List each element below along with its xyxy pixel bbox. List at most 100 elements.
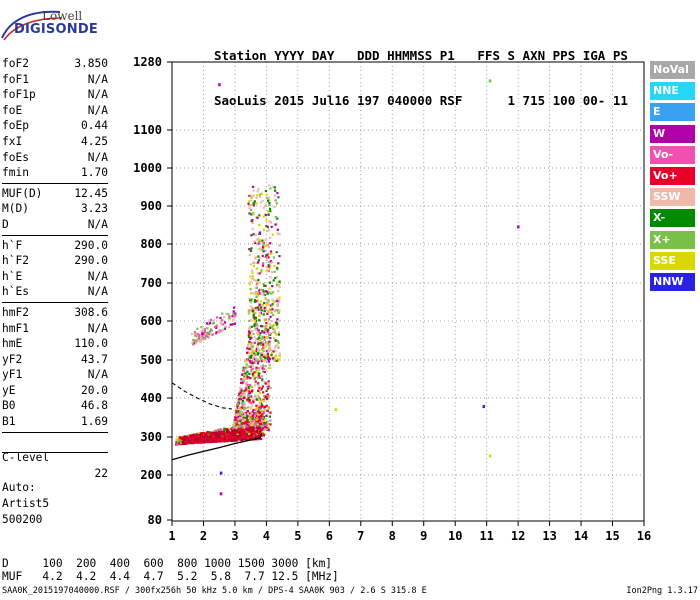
echo-point xyxy=(253,375,256,378)
echo-point xyxy=(265,428,268,431)
echo-point xyxy=(260,271,263,274)
echo-point xyxy=(278,319,281,322)
echo-point xyxy=(249,280,252,283)
echo-point xyxy=(264,290,268,293)
echo-point xyxy=(258,336,261,339)
echo-point xyxy=(264,365,267,368)
echo-point xyxy=(277,262,280,265)
echo-point xyxy=(237,405,240,408)
echo-point xyxy=(265,424,268,427)
echo-point xyxy=(256,427,260,431)
echo-point xyxy=(269,324,272,327)
echo-point xyxy=(212,435,215,438)
echo-point xyxy=(219,316,222,320)
echo-point xyxy=(265,265,268,268)
echo-point xyxy=(242,419,245,422)
param-row: yF2 43.7 xyxy=(2,352,108,368)
echo-point xyxy=(201,328,205,331)
echo-point xyxy=(254,256,257,260)
echo-point xyxy=(238,406,241,409)
echo-point xyxy=(251,414,254,417)
param-row: B1 1.69 xyxy=(2,414,108,430)
echo-point xyxy=(254,312,257,315)
echo-point xyxy=(240,402,243,405)
echo-point xyxy=(269,264,272,267)
echo-point xyxy=(226,435,229,439)
echo-point xyxy=(265,193,268,196)
echo-point xyxy=(263,408,266,411)
echo-point xyxy=(261,405,264,408)
echo-point xyxy=(267,350,270,353)
echo-point xyxy=(250,213,253,216)
echo-point xyxy=(251,330,254,333)
echo-point xyxy=(268,220,271,223)
echo-point xyxy=(256,353,259,356)
echo-point xyxy=(203,328,206,331)
echo-point xyxy=(276,232,279,235)
echo-point xyxy=(212,319,215,322)
legend-item-nnw: NNW xyxy=(650,272,695,291)
echo-point xyxy=(268,322,271,325)
echo-point xyxy=(243,429,246,432)
legend-item-vo-: Vo- xyxy=(650,145,695,164)
echo-point xyxy=(248,248,251,251)
echo-point xyxy=(247,394,250,397)
echo-point xyxy=(249,337,252,340)
echo-point xyxy=(258,223,261,227)
echo-point xyxy=(248,430,251,433)
echo-point xyxy=(182,442,185,445)
param-row: M(D) 3.23 xyxy=(2,201,108,217)
echo-point xyxy=(245,359,248,363)
echo-point xyxy=(260,415,263,418)
echo-point xyxy=(274,223,277,226)
echo-point xyxy=(236,430,239,433)
echo-point xyxy=(261,367,264,370)
echo-point xyxy=(270,357,273,360)
echo-point xyxy=(256,190,259,193)
echo-point xyxy=(208,438,211,441)
echo-point xyxy=(274,277,277,280)
echo-point xyxy=(203,441,206,444)
echo-point xyxy=(244,418,247,421)
echo-point xyxy=(275,276,279,279)
echo-point xyxy=(243,422,246,425)
echo-point xyxy=(248,297,251,300)
echo-point xyxy=(214,434,217,437)
isolated-echo-point xyxy=(219,471,223,475)
echo-point xyxy=(194,333,197,336)
echo-point xyxy=(257,278,260,282)
echo-point xyxy=(253,414,257,417)
echo-point xyxy=(264,204,267,207)
echo-point xyxy=(205,431,208,434)
param-row: hmF1 N/A xyxy=(2,321,108,337)
legend-item-noval: NoVal xyxy=(650,61,695,79)
echo-point xyxy=(255,349,258,353)
x-tick-label: 15 xyxy=(605,529,619,543)
echo-point xyxy=(255,425,258,428)
echo-point xyxy=(261,351,264,354)
echo-point xyxy=(270,271,273,274)
echo-point xyxy=(188,441,191,444)
echo-point xyxy=(232,310,235,313)
echo-point xyxy=(268,267,271,270)
echo-point xyxy=(228,317,231,320)
echo-point xyxy=(266,290,269,293)
echo-point xyxy=(271,331,275,334)
echo-point xyxy=(253,419,257,422)
echo-point xyxy=(204,335,207,338)
echo-point xyxy=(213,430,216,433)
echo-point xyxy=(234,412,237,415)
echo-point xyxy=(248,325,251,328)
echo-point xyxy=(245,358,248,361)
echo-point xyxy=(261,411,264,414)
echo-point xyxy=(258,214,261,217)
echo-point xyxy=(238,414,241,418)
echo-point xyxy=(240,412,243,415)
echo-point xyxy=(264,255,267,259)
echo-point xyxy=(243,435,246,438)
echo-point xyxy=(274,350,277,353)
echo-point xyxy=(261,364,264,367)
echo-point xyxy=(267,318,270,321)
echo-point xyxy=(191,441,194,445)
y-tick-label: 600 xyxy=(140,314,162,328)
